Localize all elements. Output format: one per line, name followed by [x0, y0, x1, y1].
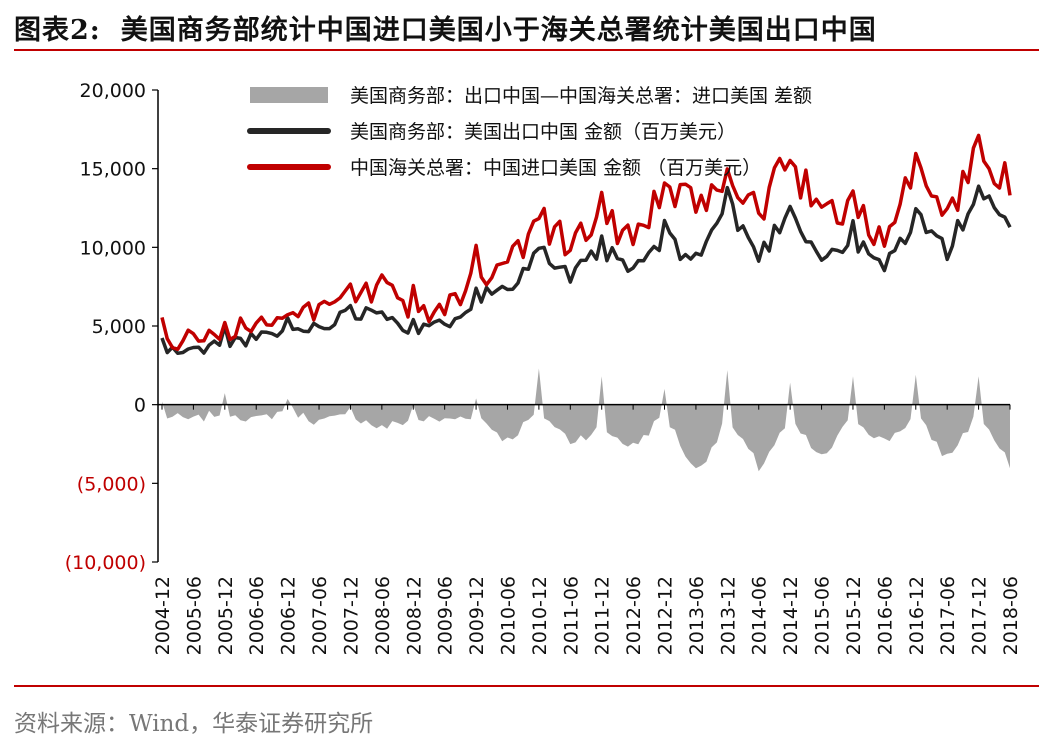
x-tick-label: 2011-12 [592, 576, 614, 655]
x-tick-label: 2012-06 [623, 576, 645, 655]
x-tick-label: 2013-06 [686, 576, 708, 655]
x-tick-label: 2014-06 [749, 576, 771, 655]
figure-heading: 美国商务部统计中国进口美国小于海关总署统计美国出口中国 [120, 15, 877, 46]
x-tick-label: 2013-12 [717, 576, 739, 655]
x-tick-label: 2015-06 [812, 576, 834, 655]
x-tick-label: 2012-12 [655, 576, 677, 655]
x-tick-label: 2016-12 [906, 576, 928, 655]
x-tick-label: 2017-12 [969, 576, 991, 655]
y-tick-label: 5,000 [92, 316, 146, 338]
cn-import-line [160, 133, 1012, 352]
legend-label: 美国商务部：美国出口中国 金额（百万美元） [350, 121, 736, 143]
x-tick-label: 2005-06 [183, 576, 205, 655]
figure-label: 图表2: [14, 15, 101, 46]
x-tick-label: 2004-12 [152, 576, 174, 655]
us-export-line [160, 184, 1012, 356]
x-tick-label: 2011-06 [560, 576, 582, 655]
x-tick-label: 2007-12 [340, 576, 362, 655]
source-note: 资料来源：Wind，华泰证券研究所 [14, 711, 374, 737]
x-tick-label: 2008-12 [403, 576, 425, 655]
legend-swatch-diff [250, 87, 328, 103]
legend-label: 美国商务部：出口中国—中国海关总署：进口美国 差额 [350, 85, 812, 107]
x-tick-label: 2006-12 [278, 576, 300, 655]
x-tick-label: 2007-06 [309, 576, 331, 655]
x-tick-label: 2006-06 [246, 576, 268, 655]
x-tick-label: 2010-06 [497, 576, 519, 655]
x-tick-label: 2010-12 [529, 576, 551, 655]
x-tick-label: 2015-12 [843, 576, 865, 655]
x-tick-label: 2016-06 [874, 576, 896, 655]
y-tick-label: 15,000 [80, 159, 146, 181]
y-tick-label: (5,000) [77, 473, 146, 495]
diff-area-series [162, 368, 1010, 472]
y-tick-label: (10,000) [65, 552, 146, 574]
x-tick-label: 2017-06 [937, 576, 959, 655]
legend-label: 中国海关总署：中国进口美国 金额 （百万美元） [350, 157, 761, 179]
y-tick-label: 0 [134, 395, 146, 417]
title-rule [14, 49, 1039, 51]
figure-title: 图表2: 美国商务部统计中国进口美国小于海关总署统计美国出口中国 [14, 8, 877, 47]
y-tick-label: 10,000 [80, 237, 146, 259]
source-rule [14, 685, 1039, 687]
x-tick-label: 2018-06 [1000, 576, 1022, 655]
x-tick-label: 2008-06 [372, 576, 394, 655]
x-tick-label: 2009-12 [466, 576, 488, 655]
x-tick-label: 2009-06 [435, 576, 457, 655]
y-tick-label: 20,000 [80, 80, 146, 102]
x-tick-label: 2005-12 [215, 576, 237, 655]
x-tick-label: 2014-12 [780, 576, 802, 655]
